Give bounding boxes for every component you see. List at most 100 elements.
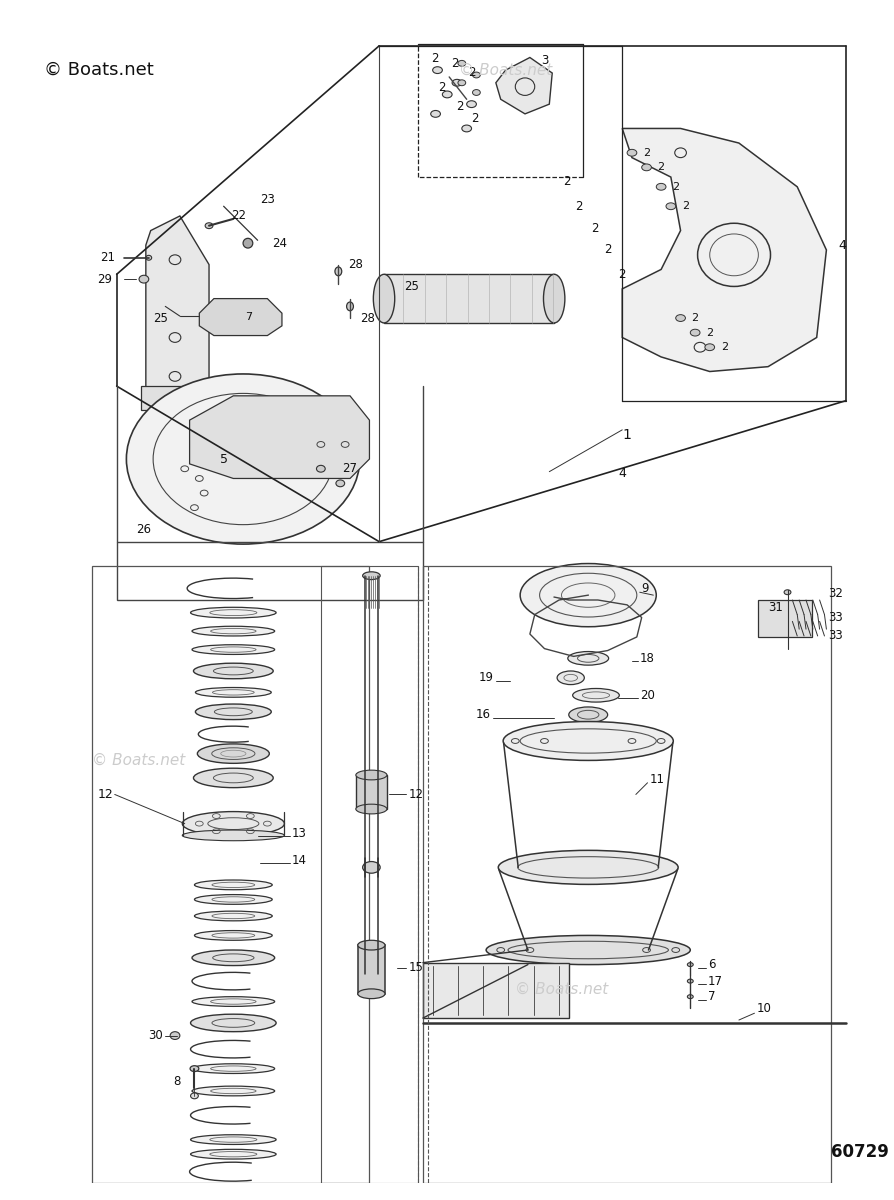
Text: 2: 2 (451, 56, 459, 70)
Ellipse shape (627, 149, 637, 156)
Ellipse shape (358, 941, 384, 950)
Ellipse shape (334, 268, 342, 276)
Ellipse shape (195, 704, 271, 720)
Text: 2: 2 (468, 66, 475, 78)
Text: © Boats.net: © Boats.net (459, 62, 552, 78)
Text: 2: 2 (603, 244, 611, 257)
Text: 33: 33 (828, 611, 842, 624)
Text: 2: 2 (705, 328, 713, 337)
Ellipse shape (687, 962, 693, 966)
Text: 15: 15 (408, 961, 423, 974)
Ellipse shape (362, 862, 380, 874)
Text: 32: 32 (828, 587, 842, 600)
Text: © Boats.net: © Boats.net (92, 752, 185, 768)
Text: 31: 31 (767, 601, 782, 614)
Ellipse shape (432, 67, 442, 73)
Text: 28: 28 (359, 312, 375, 324)
Bar (92, 566, 369, 1183)
Bar (757, 600, 811, 637)
Ellipse shape (517, 852, 658, 883)
Ellipse shape (182, 830, 284, 841)
Ellipse shape (194, 894, 272, 905)
Polygon shape (141, 386, 218, 410)
Polygon shape (621, 128, 825, 372)
Bar (358, 946, 384, 994)
Ellipse shape (461, 125, 471, 132)
Polygon shape (423, 962, 568, 1018)
Ellipse shape (430, 110, 440, 118)
Ellipse shape (783, 589, 790, 595)
Ellipse shape (556, 671, 584, 684)
Ellipse shape (190, 1135, 276, 1145)
Ellipse shape (194, 930, 272, 941)
Ellipse shape (205, 223, 213, 229)
Text: 10: 10 (755, 1002, 771, 1015)
Text: 21: 21 (99, 251, 114, 264)
Ellipse shape (358, 989, 384, 998)
Ellipse shape (190, 1066, 198, 1072)
Text: 11: 11 (649, 773, 663, 786)
Text: 2: 2 (681, 202, 688, 211)
Text: 16: 16 (476, 708, 491, 721)
Text: 2: 2 (574, 199, 582, 212)
Ellipse shape (689, 329, 699, 336)
Ellipse shape (182, 811, 284, 835)
Ellipse shape (193, 664, 273, 679)
Ellipse shape (192, 626, 274, 636)
Text: 2: 2 (438, 82, 445, 94)
Text: 29: 29 (97, 272, 112, 286)
Text: © Boats.net: © Boats.net (44, 61, 154, 79)
Ellipse shape (466, 101, 476, 108)
Ellipse shape (373, 275, 394, 323)
Ellipse shape (655, 184, 665, 190)
Text: 8: 8 (173, 1075, 181, 1087)
Ellipse shape (641, 164, 651, 170)
Text: 4: 4 (618, 467, 626, 480)
Text: 2: 2 (430, 52, 438, 65)
Text: 12: 12 (97, 788, 113, 800)
Ellipse shape (458, 60, 465, 66)
Text: 12: 12 (408, 788, 423, 800)
Ellipse shape (192, 1063, 274, 1074)
Text: 22: 22 (231, 210, 246, 222)
Ellipse shape (502, 721, 672, 761)
Ellipse shape (356, 770, 386, 780)
Text: 60729: 60729 (831, 1144, 888, 1162)
Text: 25: 25 (153, 312, 168, 324)
Ellipse shape (568, 707, 607, 722)
Text: 3: 3 (540, 54, 547, 67)
Polygon shape (146, 216, 209, 401)
Text: 6: 6 (707, 958, 714, 971)
Ellipse shape (704, 344, 713, 350)
Text: 2: 2 (642, 148, 649, 157)
Ellipse shape (572, 689, 619, 702)
Bar (116, 541, 423, 600)
Ellipse shape (243, 239, 252, 248)
Text: 7: 7 (707, 990, 714, 1003)
Ellipse shape (190, 1093, 198, 1099)
Text: 2: 2 (470, 113, 477, 125)
Text: 28: 28 (348, 258, 363, 271)
Ellipse shape (472, 72, 480, 78)
Ellipse shape (192, 1086, 274, 1096)
Text: 5: 5 (219, 452, 227, 466)
Text: 27: 27 (342, 462, 357, 475)
Polygon shape (199, 299, 282, 336)
Ellipse shape (170, 1032, 180, 1039)
Text: 2: 2 (691, 313, 698, 323)
Text: 1: 1 (622, 427, 631, 442)
Text: 2: 2 (618, 268, 625, 281)
Ellipse shape (346, 302, 353, 311)
Text: 2: 2 (591, 222, 598, 235)
Ellipse shape (687, 995, 693, 998)
Text: 25: 25 (404, 281, 419, 294)
Bar (320, 566, 417, 1183)
Ellipse shape (126, 374, 359, 544)
Text: 30: 30 (148, 1030, 163, 1042)
Text: 13: 13 (291, 827, 307, 840)
Ellipse shape (194, 880, 272, 889)
Ellipse shape (195, 688, 271, 697)
Ellipse shape (356, 804, 386, 814)
Ellipse shape (567, 652, 608, 665)
Text: 17: 17 (707, 974, 722, 988)
